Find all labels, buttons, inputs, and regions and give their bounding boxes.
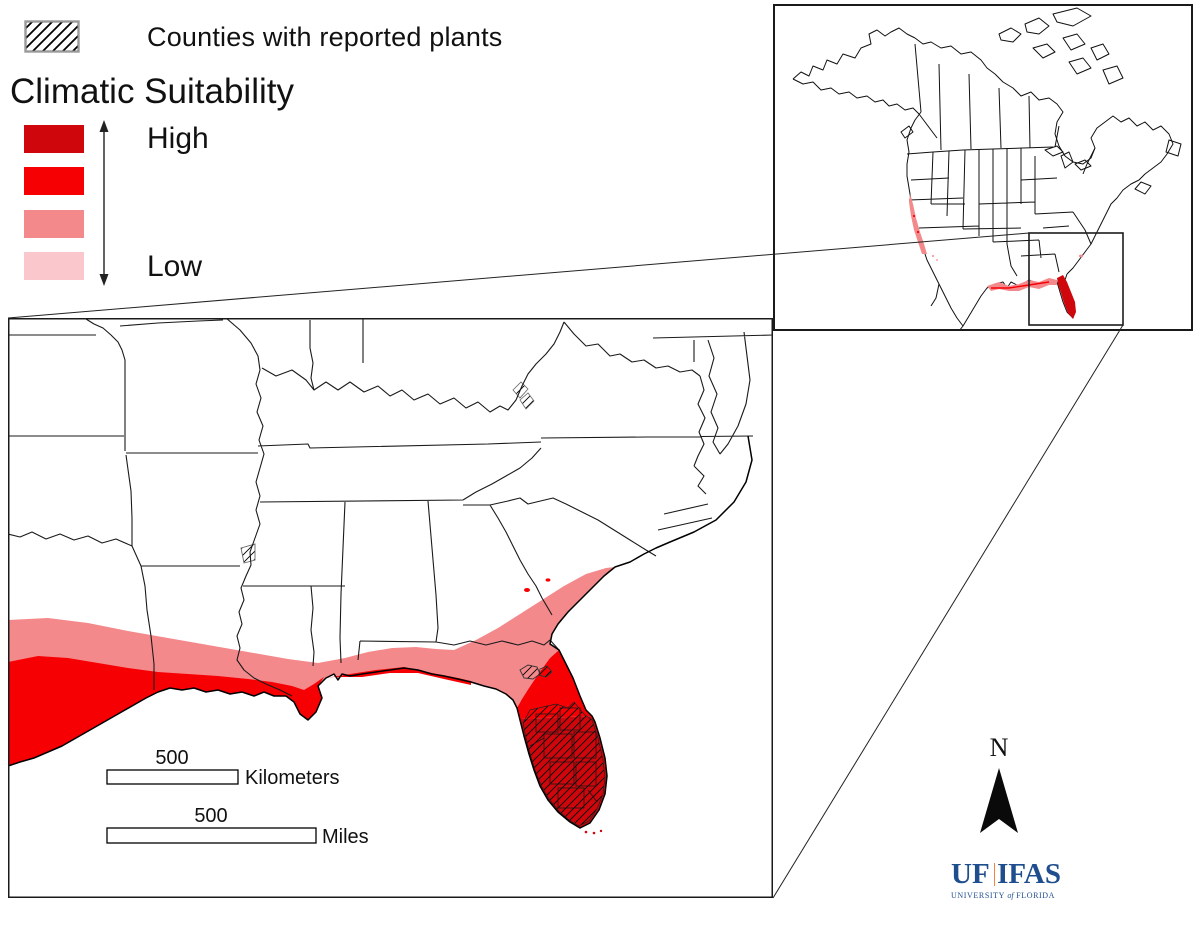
uf-ifas-logo: UF IFAS UNIVERSITY of FLORIDA xyxy=(951,858,1061,901)
logo-tagline: UNIVERSITY of FLORIDA xyxy=(951,891,1056,900)
legend-low-label: Low xyxy=(147,250,203,283)
suitability-medium-low-band xyxy=(8,567,615,766)
legend-swatch-high xyxy=(24,125,84,153)
legend-title: Climatic Suitability xyxy=(10,72,294,111)
north-arrow-icon xyxy=(980,768,1018,833)
north-arrow-label: N xyxy=(989,733,1009,762)
scale-bar-miles: 500 Miles xyxy=(106,805,369,848)
state-boundaries xyxy=(8,318,773,697)
high-low-gradient-arrow-icon xyxy=(99,120,109,286)
scale-km-value: 500 xyxy=(155,747,188,769)
inset-map-north-america xyxy=(773,4,1193,331)
scale-mi-value: 500 xyxy=(194,805,227,827)
sc-coast-red-speck xyxy=(524,588,530,592)
coastline xyxy=(8,435,753,829)
inset-florida-suitability xyxy=(1057,275,1076,319)
scale-bar-kilometers: 500 Kilometers xyxy=(106,747,339,789)
logo-uf-text: UF xyxy=(951,858,990,890)
scale-mi-unit: Miles xyxy=(322,826,369,848)
legend-swatch-low xyxy=(24,252,84,280)
reported-county-north-florida xyxy=(519,664,553,680)
main-map-frame xyxy=(8,318,773,898)
florida-county-boundaries xyxy=(529,707,598,809)
scale-km-unit: Kilometers xyxy=(245,767,339,789)
suitability-florida-north xyxy=(517,650,592,719)
logo-ifas-text: IFAS xyxy=(997,858,1061,890)
hatch-pattern-icon xyxy=(26,22,78,51)
legend-swatch-med-high xyxy=(24,167,84,195)
suitability-medium-high-strip xyxy=(8,656,324,766)
main-map-southeast-us: 500 Kilometers 500 Miles xyxy=(8,318,773,898)
hatched-counties-swatch xyxy=(24,20,80,53)
legend-swatch-med-low xyxy=(24,210,84,238)
counties-legend-label: Counties with reported plants xyxy=(147,22,503,52)
inset-california-suitability xyxy=(909,194,927,254)
legend-high-label: High xyxy=(147,122,209,155)
